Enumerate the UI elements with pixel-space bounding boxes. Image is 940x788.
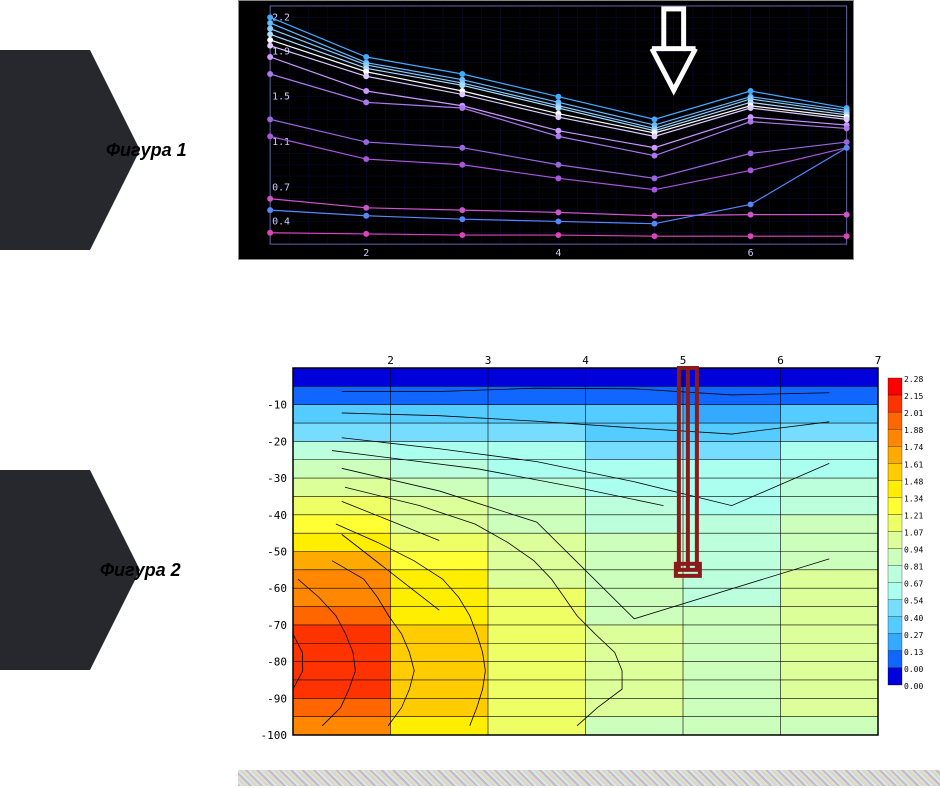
svg-text:0.54: 0.54 [904, 597, 923, 606]
decorative-strip [238, 770, 940, 786]
svg-text:0.40: 0.40 [904, 614, 923, 623]
svg-text:5: 5 [680, 354, 687, 367]
svg-text:1.48: 1.48 [904, 477, 923, 486]
svg-text:2.01: 2.01 [904, 409, 923, 418]
svg-text:0.13: 0.13 [904, 648, 923, 657]
svg-text:1.21: 1.21 [904, 511, 923, 520]
svg-text:0.00: 0.00 [904, 665, 923, 674]
svg-text:1.07: 1.07 [904, 529, 923, 538]
figure2-label: Фигура 2 [100, 560, 181, 581]
svg-text:-100: -100 [261, 729, 288, 740]
svg-text:2: 2 [363, 248, 369, 259]
svg-text:-80: -80 [267, 656, 287, 669]
svg-text:4: 4 [555, 248, 561, 259]
svg-text:2.15: 2.15 [904, 392, 923, 401]
svg-text:0.94: 0.94 [904, 546, 923, 555]
svg-text:6: 6 [748, 248, 754, 259]
svg-text:0.81: 0.81 [904, 563, 923, 572]
pointer-arrow-2 [0, 470, 90, 670]
figure1-label: Фигура 1 [106, 140, 187, 161]
svg-text:7: 7 [875, 354, 882, 367]
svg-text:-70: -70 [267, 619, 287, 632]
line-chart: 0.40.71.11.51.92.2246 [238, 0, 854, 260]
svg-text:1.88: 1.88 [904, 426, 923, 435]
svg-text:3: 3 [485, 354, 492, 367]
heatmap-svg: 2 3 4 5 6 7 -10 -20 -30 -40 -50 -60 -70 -80 -90 -100 2.… [238, 350, 938, 740]
line-chart-svg: 0.40.71.11.51.92.2246 [239, 1, 853, 259]
svg-text:0.27: 0.27 [904, 631, 923, 640]
svg-text:1.74: 1.74 [904, 443, 923, 452]
svg-text:1.5: 1.5 [272, 92, 290, 103]
svg-text:2: 2 [387, 354, 394, 367]
svg-text:0.7: 0.7 [272, 182, 290, 193]
svg-text:0.4: 0.4 [272, 216, 290, 227]
svg-text:-40: -40 [267, 509, 287, 522]
svg-text:1.9: 1.9 [272, 46, 290, 57]
svg-text:0.00: 0.00 [904, 682, 923, 691]
svg-text:6: 6 [777, 354, 784, 367]
svg-text:-90: -90 [267, 692, 287, 705]
svg-text:0.67: 0.67 [904, 580, 923, 589]
svg-text:-20: -20 [267, 435, 287, 448]
svg-text:-50: -50 [267, 546, 287, 559]
svg-text:-30: -30 [267, 472, 287, 485]
svg-text:-60: -60 [267, 582, 287, 595]
svg-text:1.34: 1.34 [904, 494, 923, 503]
svg-text:2.28: 2.28 [904, 375, 923, 384]
svg-text:1.61: 1.61 [904, 460, 923, 469]
svg-text:4: 4 [582, 354, 589, 367]
svg-text:-10: -10 [267, 399, 287, 412]
pointer-arrow-1 [0, 50, 90, 250]
contour-heatmap: 2 3 4 5 6 7 -10 -20 -30 -40 -50 -60 -70 -80 -90 -100 2.… [238, 350, 938, 740]
